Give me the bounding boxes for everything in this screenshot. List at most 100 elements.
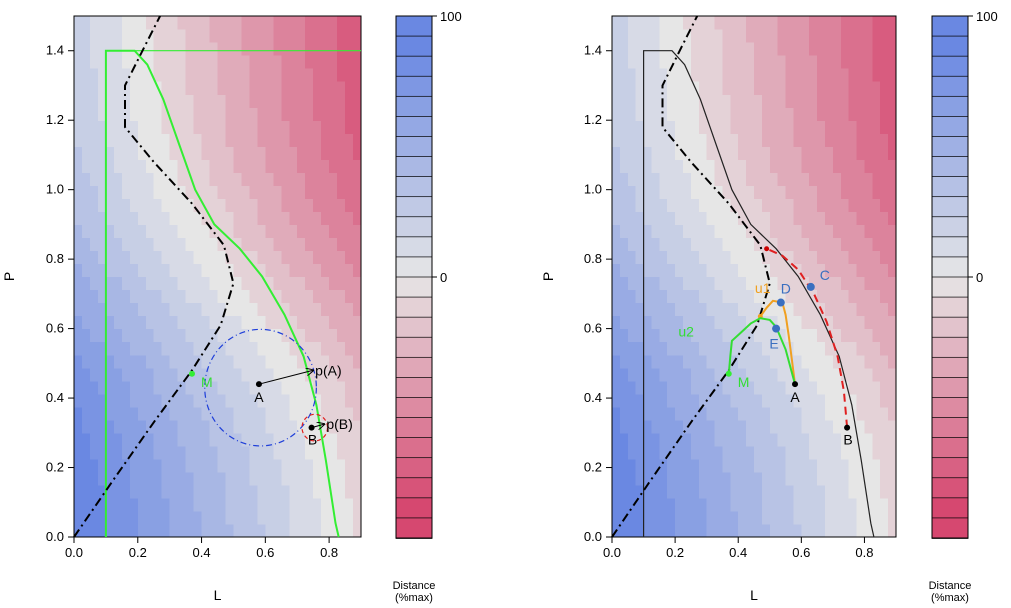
colorbar: 100 0 Distance(%max) (929, 9, 998, 604)
point-a-marker (255, 381, 262, 388)
y-tick-label: 1.2 (584, 112, 602, 127)
x-tick-label: 0.4 (729, 545, 747, 560)
colorbar-band (395, 356, 433, 379)
colorbar-band (395, 417, 433, 439)
colorbar-band (931, 517, 969, 539)
x-tick-label: 0.6 (256, 545, 274, 560)
y-tick-label: 0.8 (46, 251, 64, 266)
point-a-marker (792, 381, 799, 388)
dash-dot-curve (611, 15, 771, 538)
y-tick-label: 1.2 (46, 112, 64, 127)
y-axis-label: P (540, 272, 556, 281)
colorbar-band (395, 316, 433, 339)
colorbar-band (931, 156, 969, 178)
colorbar-band (931, 316, 969, 339)
x-axis-label: L (214, 587, 222, 603)
point-m-label: M (201, 374, 213, 390)
colorbar-band (931, 236, 969, 258)
colorbar-band (931, 95, 969, 118)
point-e-label: E (769, 336, 778, 352)
colorbar-band (395, 55, 433, 78)
colorbar-band (395, 176, 433, 198)
x-tick-label: 0.0 (65, 545, 83, 560)
projection-label: p(B) (326, 416, 352, 432)
feasible-boundary-curve (642, 50, 875, 538)
point-m-marker (725, 370, 732, 377)
point-d-marker (776, 298, 785, 307)
colorbar-band (395, 256, 433, 278)
point-b-label: B (308, 432, 317, 448)
x-tick-label: 0.0 (603, 545, 621, 560)
colorbar-caption: Distance (393, 580, 436, 592)
path-label-u2: u2 (678, 323, 694, 339)
colorbar-band (395, 477, 433, 499)
colorbar-band (395, 136, 433, 158)
distance-field (612, 16, 897, 538)
distance-field (74, 16, 362, 538)
colorbar-band (931, 176, 969, 198)
point-c-label: C (820, 267, 830, 283)
y-tick-label: 1.4 (46, 43, 64, 58)
red-path-end-dot (764, 246, 770, 252)
x-tick-label: 0.4 (193, 545, 211, 560)
y-tick-label: 1.4 (584, 43, 602, 58)
colorbar-band (931, 256, 969, 278)
colorbar-band (931, 276, 969, 298)
point-e-marker (772, 324, 781, 333)
point-b-label: B (843, 432, 852, 448)
colorbar-band (931, 75, 969, 98)
colorbar-band (931, 196, 969, 218)
red-dashed-path (766, 247, 849, 428)
colorbar-band (395, 397, 433, 419)
colorbar-caption: (%max) (931, 592, 969, 604)
y-tick-label: 0.4 (584, 390, 602, 405)
colorbar-caption: Distance (929, 580, 972, 592)
colorbar-band (395, 116, 433, 138)
y-axis-label: P (1, 272, 17, 281)
colorbar-band (931, 336, 969, 359)
point-m-marker (188, 370, 195, 377)
point-a-label: A (254, 389, 264, 405)
colorbar-caption: (%max) (395, 592, 433, 604)
x-tick-label: 0.6 (792, 545, 810, 560)
colorbar-band (931, 477, 969, 499)
y-tick-label: 0.0 (584, 529, 602, 544)
dash-dot-curve (73, 15, 235, 538)
colorbar-band (395, 156, 433, 178)
colorbar-band (395, 95, 433, 118)
path-u2 (727, 317, 796, 385)
colorbar-band (931, 35, 969, 58)
y-tick-label: 1.0 (584, 182, 602, 197)
x-axis-label: L (750, 587, 758, 603)
colorbar-band (931, 15, 969, 37)
colorbar-band (931, 136, 969, 158)
colorbar-label-max: 100 (440, 9, 462, 24)
colorbar-band (931, 55, 969, 78)
red-distance-circle (301, 413, 329, 442)
y-tick-label: 0.6 (46, 321, 64, 336)
point-b-marker (844, 424, 851, 431)
colorbar-band (395, 517, 433, 539)
colorbar-band (395, 15, 433, 37)
colorbar-band (395, 196, 433, 218)
colorbar-band (395, 437, 433, 459)
plot-frame (73, 15, 362, 538)
projection-label: p(A) (315, 362, 341, 378)
point-m-label: M (738, 374, 750, 390)
colorbar-band (395, 457, 433, 479)
colorbar-band (931, 356, 969, 379)
path-u1 (759, 299, 796, 385)
colorbar-label-max: 100 (976, 9, 998, 24)
plot-frame (611, 15, 897, 538)
colorbar-band (395, 75, 433, 98)
y-tick-label: 0.4 (46, 390, 64, 405)
y-tick-label: 0.2 (46, 460, 64, 475)
colorbar-band (395, 336, 433, 359)
colorbar-band (931, 437, 969, 459)
left-contour-panel: 0.0 0.2 0.4 0.6 0.8 0.0 0.2 0.4 0.6 0.8 1.0 1.2 1.4 L… (1, 9, 462, 604)
colorbar-label-zero: 0 (440, 270, 447, 285)
x-tick-label: 0.8 (320, 545, 338, 560)
path-label-u1: u1 (755, 280, 771, 296)
colorbar-band (931, 216, 969, 238)
